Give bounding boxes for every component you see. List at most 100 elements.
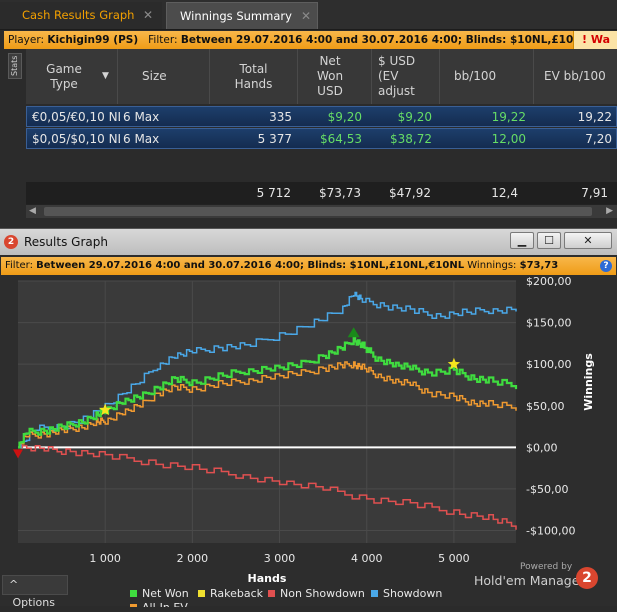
scroll-right-icon[interactable]: ▶ [606,206,613,216]
x-tick-label: 2 000 [177,552,209,565]
winnings-label: Winnings: [467,260,517,271]
hm2-logo-icon: 2 [4,235,18,249]
table-row[interactable]: $0,05/$0,10 NL 6 Max 5 377 $64,53 $38,72… [26,128,617,149]
results-graph-window: 2 Results Graph ▁ ☐ ✕ Filter: Between 29… [0,228,617,612]
window-title: Results Graph [24,235,108,249]
col-ev-bb100[interactable]: EV bb/100 [534,49,617,104]
col-size[interactable]: Size [118,49,210,104]
legend-swatch [371,590,378,597]
legend-swatch [268,590,275,597]
col-label: Game Type [46,61,82,91]
scroll-left-icon[interactable]: ◀ [29,206,36,216]
total-ev-usd: $47,92 [389,186,431,200]
results-chart[interactable]: $200,00 $150,00 $100,00 $50,00 $0,00 -$50,00 -… [0,275,617,612]
close-icon[interactable]: ✕ [143,8,154,22]
table-header: Game Type ▼ Size Total Hands Net Won USD… [26,49,617,104]
winnings-value: $73,73 [519,260,559,271]
col-total-hands[interactable]: Total Hands [210,49,298,104]
x-axis-label: Hands [248,572,287,585]
window-titlebar[interactable]: 2 Results Graph ▁ ☐ ✕ [0,229,617,255]
col-net-won[interactable]: Net Won USD [298,49,372,104]
y-tick-label: $200,00 [526,277,572,288]
close-icon[interactable]: ✕ [301,9,312,23]
tab-label: Winnings Summary [180,9,292,23]
powered-by: Powered by [520,562,573,572]
series-line-showdown [18,291,517,449]
maximize-button[interactable]: ☐ [537,232,561,249]
scroll-thumb[interactable] [44,207,592,216]
y-tick-label: $50,00 [526,400,565,413]
cell-size: 6 Max [123,132,160,146]
cell-ev-bb100: 19,22 [577,110,612,124]
star-marker [447,357,461,370]
y-axis-label: Winnings [582,353,595,411]
total-bb100: 12,4 [491,186,518,200]
player-value: Kichigin99 (PS) [47,34,139,46]
cell-game: $0,05/$0,10 NL [32,132,120,146]
player-filter-bar: Player: Kichigin99 (PS) Filter: Between … [4,31,617,49]
cell-bb100: 19,22 [491,110,526,124]
options-label: Options [12,596,55,609]
graph-filter-bar: Filter: Between 29.07.2016 4:00 and 30.0… [1,257,616,275]
x-tick-label: 5 000 [438,552,470,565]
totals-row: 5 712 $73,73 $47,92 12,4 7,91 [26,182,617,204]
cell-hands: 5 377 [257,132,292,146]
y-tick-label: -$100,00 [526,525,575,538]
filter-value: Between 29.07.2016 4:00 and 30.07.2016 4… [36,260,465,271]
winnings-table: Game Type ▼ Size Total Hands Net Won USD… [26,49,617,218]
tab-cash-results-graph[interactable]: Cash Results Graph ✕ [0,2,162,29]
brand-name: Hold'em Manager [474,573,585,588]
star-marker [99,403,112,416]
legend-label: Non Showdown [280,587,365,600]
hm2-brand-logo-icon: 2 [576,567,598,589]
col-label: Net Won USD [316,54,344,98]
legend-label: All-In EV [142,601,188,607]
total-net: $73,73 [319,186,361,200]
col-ev-usd[interactable]: $ USD (EV adjust [372,49,440,104]
peak-marker [347,327,360,338]
cell-game: €0,05/€0,10 NL [32,110,120,124]
cell-hands: 335 [269,110,292,124]
col-label: $ USD (EV adjust [378,54,416,98]
low-marker [13,449,23,459]
y-tick-label: -$50,00 [526,483,568,496]
y-tick-label: $150,00 [526,317,572,330]
col-label: Total Hands [234,61,273,91]
legend-swatch [198,590,205,597]
total-ev-bb100: 7,91 [581,186,608,200]
horizontal-scrollbar[interactable]: ◀ ▶ [26,204,617,218]
cell-ev-usd: $38,72 [390,132,432,146]
filter-label: Filter: [148,34,178,46]
cell-net: $64,53 [320,132,362,146]
table-row[interactable]: €0,05/€0,10 NL 6 Max 335 $9,20 $9,20 19,… [26,106,617,127]
x-tick-label: 1 000 [89,552,121,565]
options-button[interactable]: ^ Options [2,575,68,609]
col-bb100[interactable]: bb/100 [440,49,534,104]
help-icon[interactable]: ? [600,260,612,272]
x-tick-label: 4 000 [351,552,383,565]
cell-size: 6 Max [123,110,160,124]
legend-label: Net Won [142,587,189,600]
tab-winnings-summary[interactable]: Winnings Summary ✕ [166,2,318,29]
cell-ev-usd: $9,20 [397,110,432,124]
col-game-type[interactable]: Game Type ▼ [26,49,118,104]
tab-bar: Cash Results Graph ✕ Winnings Summary ✕ [0,0,617,30]
stats-side-tab[interactable]: Stats [8,53,22,79]
warning-badge[interactable]: ! Wa [573,31,617,49]
col-label: Size [142,69,167,83]
cell-net: $9,20 [327,110,362,124]
y-tick-label: $0,00 [526,441,558,454]
col-label: EV bb/100 [544,69,606,83]
series-line-net-won [18,335,518,449]
plot-background [18,281,516,543]
cell-ev-bb100: 7,20 [585,132,612,146]
minimize-button[interactable]: ▁ [510,232,534,249]
legend-label: Rakeback [210,587,264,600]
plot-area: $200,00 $150,00 $100,00 $50,00 $0,00 -$50,00 -… [0,275,617,612]
legend-swatch [130,590,137,597]
close-button[interactable]: ✕ [564,232,612,249]
series-line-non-showdown [18,444,517,530]
filter-value: Between 29.07.2016 4:00 and 30.07.2016 4… [180,34,617,46]
cell-bb100: 12,00 [491,132,526,146]
filter-prefix: Filter: [5,260,33,271]
